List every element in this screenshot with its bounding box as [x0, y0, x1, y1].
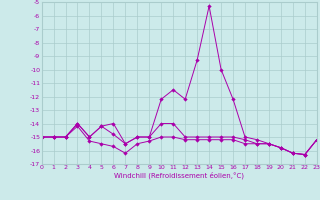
X-axis label: Windchill (Refroidissement éolien,°C): Windchill (Refroidissement éolien,°C) [114, 172, 244, 179]
